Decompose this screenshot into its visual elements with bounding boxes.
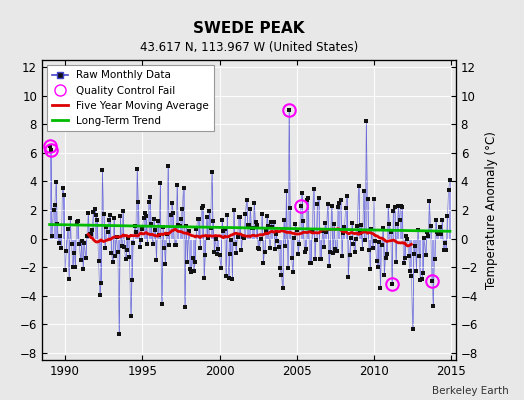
Text: 43.617 N, 113.967 W (United States): 43.617 N, 113.967 W (United States) xyxy=(140,41,358,54)
Y-axis label: Temperature Anomaly (°C): Temperature Anomaly (°C) xyxy=(485,131,498,289)
Legend: Raw Monthly Data, Quality Control Fail, Five Year Moving Average, Long-Term Tren: Raw Monthly Data, Quality Control Fail, … xyxy=(47,65,214,131)
Text: SWEDE PEAK: SWEDE PEAK xyxy=(193,21,304,36)
Text: Berkeley Earth: Berkeley Earth xyxy=(432,386,508,396)
